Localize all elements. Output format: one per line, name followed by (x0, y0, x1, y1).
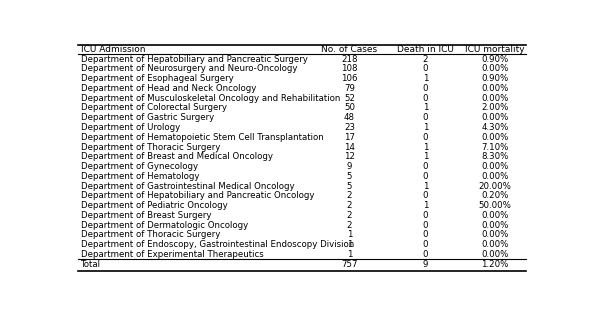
Text: Department of Colorectal Surgery: Department of Colorectal Surgery (81, 104, 227, 113)
Text: 1: 1 (347, 230, 352, 239)
Text: Total: Total (81, 260, 101, 269)
Text: 1: 1 (347, 240, 352, 249)
Text: 23: 23 (344, 123, 355, 132)
Text: 0.00%: 0.00% (481, 94, 509, 103)
Text: Department of Gynecology: Department of Gynecology (81, 162, 198, 171)
Text: Department of Musculoskeletal Oncology and Rehabilitation: Department of Musculoskeletal Oncology a… (81, 94, 340, 103)
Text: 1: 1 (423, 142, 428, 151)
Text: Department of Experimental Therapeutics: Department of Experimental Therapeutics (81, 250, 263, 259)
Text: 17: 17 (344, 133, 355, 142)
Text: 5: 5 (347, 182, 352, 191)
Text: ICU mortality: ICU mortality (466, 45, 525, 54)
Text: 2: 2 (423, 55, 428, 64)
Text: 7.10%: 7.10% (481, 142, 509, 151)
Text: 1: 1 (423, 74, 428, 83)
Text: 2.00%: 2.00% (481, 104, 509, 113)
Text: 0: 0 (423, 162, 428, 171)
Text: 0.00%: 0.00% (481, 133, 509, 142)
Text: 8.30%: 8.30% (481, 152, 509, 161)
Text: 2: 2 (347, 191, 352, 200)
Text: 0: 0 (423, 113, 428, 122)
Text: 50: 50 (344, 104, 355, 113)
Text: 1: 1 (347, 250, 352, 259)
Text: 0: 0 (423, 240, 428, 249)
Text: Department of Thoracic Surgery: Department of Thoracic Surgery (81, 142, 220, 151)
Text: 14: 14 (344, 142, 355, 151)
Text: 0: 0 (423, 94, 428, 103)
Text: 1: 1 (423, 201, 428, 210)
Text: Department of Pediatric Oncology: Department of Pediatric Oncology (81, 201, 227, 210)
Text: 12: 12 (344, 152, 355, 161)
Text: 0.00%: 0.00% (481, 84, 509, 93)
Text: 0.00%: 0.00% (481, 230, 509, 239)
Text: 0.20%: 0.20% (481, 191, 509, 200)
Text: 5: 5 (347, 172, 352, 181)
Text: 0: 0 (423, 64, 428, 73)
Text: Department of Urology: Department of Urology (81, 123, 180, 132)
Text: Department of Dermatologic Oncology: Department of Dermatologic Oncology (81, 220, 248, 230)
Text: 2: 2 (347, 220, 352, 230)
Text: 218: 218 (341, 55, 358, 64)
Text: 0: 0 (423, 250, 428, 259)
Text: 0.00%: 0.00% (481, 240, 509, 249)
Text: 9: 9 (423, 260, 428, 269)
Text: 0.00%: 0.00% (481, 64, 509, 73)
Text: Department of Head and Neck Oncology: Department of Head and Neck Oncology (81, 84, 256, 93)
Text: 9: 9 (347, 162, 352, 171)
Text: No. of Cases: No. of Cases (322, 45, 378, 54)
Text: 0.00%: 0.00% (481, 250, 509, 259)
Text: 1: 1 (423, 104, 428, 113)
Text: 108: 108 (341, 64, 358, 73)
Text: 48: 48 (344, 113, 355, 122)
Text: Department of Hepatobiliary and Pancreatic Oncology: Department of Hepatobiliary and Pancreat… (81, 191, 314, 200)
Text: 106: 106 (341, 74, 358, 83)
Text: 0: 0 (423, 211, 428, 220)
Text: Department of Esophageal Surgery: Department of Esophageal Surgery (81, 74, 234, 83)
Text: 0: 0 (423, 220, 428, 230)
Text: 4.30%: 4.30% (481, 123, 509, 132)
Text: 52: 52 (344, 94, 355, 103)
Text: Department of Gastric Surgery: Department of Gastric Surgery (81, 113, 214, 122)
Text: 1: 1 (423, 152, 428, 161)
Text: 1: 1 (423, 182, 428, 191)
Text: Department of Endoscopy, Gastrointestinal Endoscopy Division: Department of Endoscopy, Gastrointestina… (81, 240, 354, 249)
Text: Death in ICU: Death in ICU (397, 45, 454, 54)
Text: 0.00%: 0.00% (481, 211, 509, 220)
Text: 0.00%: 0.00% (481, 220, 509, 230)
Text: Department of Gastrointestinal Medical Oncology: Department of Gastrointestinal Medical O… (81, 182, 294, 191)
Text: 0: 0 (423, 191, 428, 200)
Text: 79: 79 (344, 84, 355, 93)
Text: ICU Admission: ICU Admission (81, 45, 145, 54)
Text: 0: 0 (423, 230, 428, 239)
Text: 0.00%: 0.00% (481, 113, 509, 122)
Text: Department of Neurosurgery and Neuro-Oncology: Department of Neurosurgery and Neuro-Onc… (81, 64, 297, 73)
Text: 50.00%: 50.00% (478, 201, 512, 210)
Text: 0: 0 (423, 84, 428, 93)
Text: 0: 0 (423, 172, 428, 181)
Text: 0.00%: 0.00% (481, 172, 509, 181)
Text: Department of Breast and Medical Oncology: Department of Breast and Medical Oncolog… (81, 152, 273, 161)
Text: 1.20%: 1.20% (481, 260, 509, 269)
Text: 0.00%: 0.00% (481, 162, 509, 171)
Text: Department of Hepatobiliary and Pancreatic Surgery: Department of Hepatobiliary and Pancreat… (81, 55, 307, 64)
Text: 0.90%: 0.90% (481, 74, 509, 83)
Text: 2: 2 (347, 201, 352, 210)
Text: Department of Hematology: Department of Hematology (81, 172, 199, 181)
Text: 0.90%: 0.90% (481, 55, 509, 64)
Text: 2: 2 (347, 211, 352, 220)
Text: Department of Breast Surgery: Department of Breast Surgery (81, 211, 211, 220)
Text: 0: 0 (423, 133, 428, 142)
Text: 1: 1 (423, 123, 428, 132)
Text: 20.00%: 20.00% (478, 182, 512, 191)
Text: 757: 757 (341, 260, 358, 269)
Text: Department of Hematopoietic Stem Cell Transplantation: Department of Hematopoietic Stem Cell Tr… (81, 133, 323, 142)
Text: Department of Thoracic Surgery: Department of Thoracic Surgery (81, 230, 220, 239)
